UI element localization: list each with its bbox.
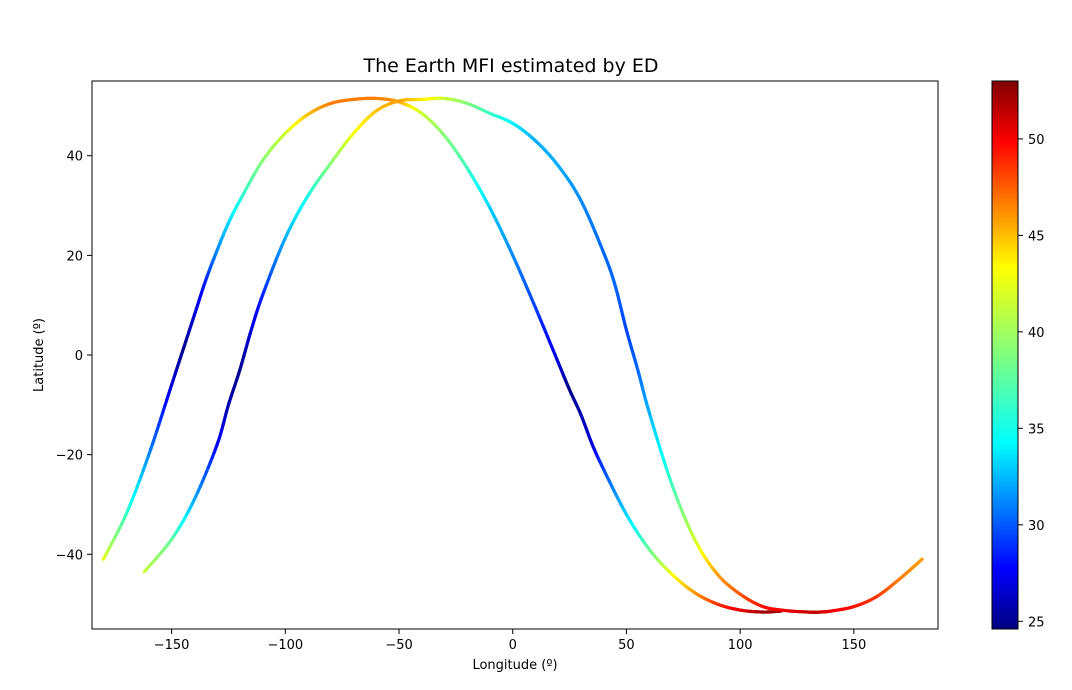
x-tick-label: 100 bbox=[728, 638, 753, 653]
colorbar bbox=[991, 80, 1019, 630]
x-tick-label: −150 bbox=[154, 638, 190, 653]
colorbar-tick-label: 50 bbox=[1028, 133, 1045, 148]
data-point bbox=[919, 557, 924, 562]
colorbar-tick-label: 40 bbox=[1028, 326, 1045, 341]
colorbar-ticks: 25 30 35 40 45 50 bbox=[1018, 133, 1045, 630]
y-axis-label: Latitude (º) bbox=[32, 318, 47, 392]
series-layer bbox=[101, 96, 924, 614]
y-tick-label: 40 bbox=[66, 150, 83, 165]
series-2 bbox=[142, 96, 924, 614]
colorbar-tick-label: 30 bbox=[1028, 519, 1045, 534]
x-axis-ticks: −150 −100 −50 0 50 100 150 bbox=[154, 629, 866, 653]
colorbar-tick-label: 35 bbox=[1028, 422, 1045, 437]
x-axis-label: Longitude (º) bbox=[472, 658, 557, 673]
x-tick-label: 150 bbox=[841, 638, 866, 653]
x-tick-label: −100 bbox=[267, 638, 303, 653]
x-tick-label: 0 bbox=[509, 638, 517, 653]
colorbar-tick-label: 45 bbox=[1028, 229, 1045, 244]
x-tick-label: 50 bbox=[618, 638, 635, 653]
plot-frame bbox=[91, 80, 939, 630]
y-tick-label: −40 bbox=[56, 548, 83, 563]
chart-title: The Earth MFI estimated by ED bbox=[362, 55, 658, 77]
series-1 bbox=[101, 96, 783, 614]
x-tick-label: −50 bbox=[385, 638, 412, 653]
y-tick-label: −20 bbox=[56, 449, 83, 464]
y-tick-label: 0 bbox=[75, 349, 83, 364]
colorbar-tick-label: 25 bbox=[1028, 615, 1045, 630]
y-tick-label: 20 bbox=[66, 249, 83, 264]
y-axis-ticks: −40 −20 0 20 40 bbox=[56, 150, 92, 563]
